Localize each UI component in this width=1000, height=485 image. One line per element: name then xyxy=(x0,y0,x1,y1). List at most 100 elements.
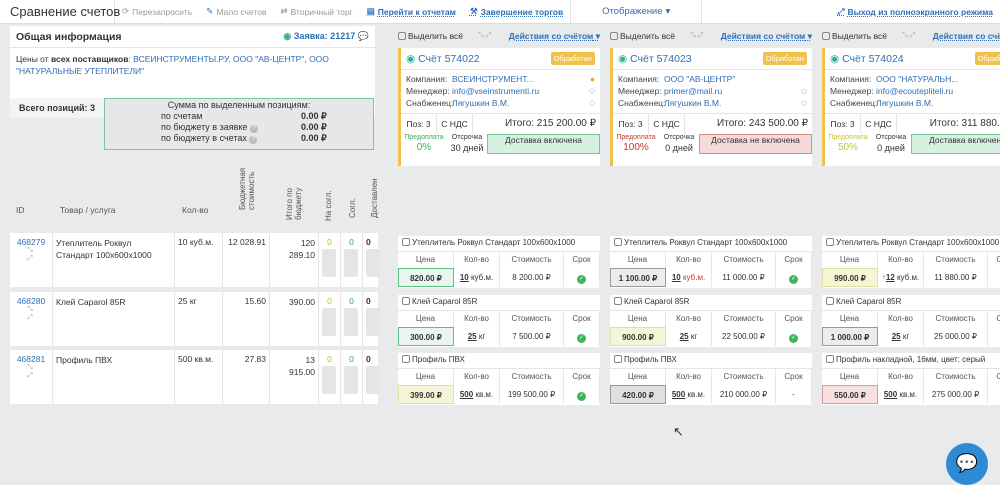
qty-value[interactable]: 25 xyxy=(891,332,901,341)
invoice-item: Утеплитель Роквул Стандарт 100х600х1000 … xyxy=(610,236,812,288)
help-icon: ? xyxy=(249,136,258,144)
chat-button[interactable]: 💬 xyxy=(946,443,988,485)
price-input[interactable]: 1 100.00 ₽ xyxy=(610,268,666,287)
expand-icon[interactable]: ⤡⤢ xyxy=(27,306,35,321)
price-input[interactable]: 550.00 ₽ xyxy=(822,385,878,404)
approved-count: 0 xyxy=(349,237,354,247)
finish-bidding-button[interactable]: ⚒ Завершение торгов xyxy=(469,6,564,17)
buyer-link[interactable]: Лягушкин В.М. xyxy=(876,98,934,108)
company-link[interactable]: ВСЕИНСТРУМЕНТ... xyxy=(452,74,534,84)
invoice-item: Профиль ПВХ Цена Кол-во Стоимость Срок 399.… xyxy=(398,353,600,405)
qty-value[interactable]: 500 xyxy=(459,390,474,399)
col-delivered: Доставлен xyxy=(370,178,379,218)
paperclip-icon: ✎ xyxy=(206,6,214,16)
status-badge: Обработан xyxy=(550,52,595,65)
exit-fullscreen-button[interactable]: ⤢ Выход из полноэкранного режима xyxy=(837,6,993,17)
reports-button[interactable]: ▤ Перейти к отчетам xyxy=(366,6,456,17)
request-link[interactable]: ◉ Заявка: 21217 💬 xyxy=(283,31,369,41)
item-checkbox[interactable]: Профиль ПВХ xyxy=(398,353,600,369)
select-all-checkbox[interactable]: Выделить всё xyxy=(398,31,463,41)
comment-icon[interactable]: ◌ xyxy=(801,98,807,109)
display-dropdown[interactable]: Отображение ▾ xyxy=(602,6,671,17)
qty-value[interactable]: 25 xyxy=(467,332,477,341)
logo-icon: ◉ xyxy=(830,52,840,65)
item-checkbox[interactable]: Клей Caparol 85R xyxy=(398,295,600,311)
invoice-column: Выделить всё ⤡⤢ Действия со счётом ▾ ◉ Счё… xyxy=(822,26,1000,166)
secondary-bid-button[interactable]: ⇄ Вторичный торг xyxy=(280,6,353,17)
status-badge: Обработан xyxy=(762,52,807,65)
qty-value[interactable]: 500 xyxy=(671,390,686,399)
expand-icon[interactable]: ⤡⤢ xyxy=(690,32,706,39)
comment-icon[interactable]: ◌ xyxy=(801,86,807,97)
positions-count: Поз: 3 xyxy=(613,113,649,134)
invoice-item: Профиль ПВХ Цена Кол-во Стоимость Срок 420.… xyxy=(610,353,812,405)
price-input[interactable]: 990.00 ₽ xyxy=(822,268,878,287)
expand-icon[interactable]: ⤡⤢ xyxy=(902,32,918,39)
invoice-title[interactable]: ◉ Счёт 574024 xyxy=(830,52,904,65)
col-qty: Кол-во xyxy=(182,205,209,215)
comment-icon[interactable]: ◌ xyxy=(589,86,595,97)
rerequest-button[interactable]: ⟳ Перезапросить xyxy=(122,6,193,17)
select-all-checkbox[interactable]: Выделить всё xyxy=(610,31,675,41)
price-input[interactable]: 300.00 ₽ xyxy=(398,327,454,346)
invoice-column: Выделить всё ⤡⤢ Действия со счётом ▾ ◉ Счё… xyxy=(610,26,812,166)
invoice-actions-dropdown[interactable]: Действия со счётом ▾ xyxy=(932,30,1000,41)
pending-count: 0 xyxy=(327,237,332,247)
row-id-link[interactable]: 468281 xyxy=(16,354,46,364)
item-checkbox[interactable]: Утеплитель Роквул Стандарт 100х600х1000 xyxy=(822,236,1000,252)
invoice-actions-dropdown[interactable]: Действия со счётом ▾ xyxy=(720,30,812,41)
price-input[interactable]: 1 000.00 ₽ xyxy=(822,327,878,346)
selected-sum-box: Сумма по выделенным позициям: по счетам 0… xyxy=(104,98,374,150)
few-invoices-button[interactable]: ✎ Мало счетов xyxy=(206,6,267,17)
price-input[interactable]: 399.00 ₽ xyxy=(398,385,454,404)
expand-icon[interactable]: ⤡⤢ xyxy=(478,32,494,39)
delivered-count: 0 xyxy=(366,354,371,364)
price-input[interactable]: 420.00 ₽ xyxy=(610,385,666,404)
manager-link[interactable]: info@ecouteplitelі.ru xyxy=(876,86,954,96)
toolbar: Сравнение счетов ⟳ Перезапросить ✎ Мало сч… xyxy=(0,0,1000,24)
item-checkbox[interactable]: Клей Caparol 85R xyxy=(610,295,812,311)
buyer-link[interactable]: Лягушкин В.М. xyxy=(452,98,510,108)
invoice-item: Клей Caparol 85R ЦенаКол-воСтоимостьСрок… xyxy=(822,295,1000,347)
invoice-item: Утеплитель Роквул Стандарт 100х600х1000 … xyxy=(398,236,600,288)
invoice-card: ◉ Счёт 574022 Обработан Компания: ВСЕИНСТР… xyxy=(398,48,600,166)
buyer-link[interactable]: Лягушкин В.М. xyxy=(664,98,722,108)
invoice-title[interactable]: ◉ Счёт 574023 xyxy=(618,52,692,65)
col-budget-total: Итого по бюджету xyxy=(285,187,303,220)
page-title: Сравнение счетов xyxy=(0,0,120,24)
qty-value[interactable]: 10 xyxy=(459,273,469,282)
qty-value[interactable]: 10 xyxy=(671,273,681,282)
price-input[interactable]: 900.00 ₽ xyxy=(610,327,666,346)
row-id-link[interactable]: 468280 xyxy=(16,296,46,306)
price-input[interactable]: 820.00 ₽ xyxy=(398,268,454,287)
expand-icon[interactable]: ⤡⤢ xyxy=(27,247,35,262)
invoice-card: ◉ Счёт 574023 Обработан Компания: ООО "АВ-… xyxy=(610,48,812,166)
vat-label: С НДС xyxy=(437,113,473,134)
item-checkbox[interactable]: Клей Caparol 85R xyxy=(822,295,1000,311)
invoice-title[interactable]: ◉ Счёт 574022 xyxy=(406,52,480,65)
qty-value[interactable]: 12 xyxy=(885,273,895,282)
chart-icon: ▤ xyxy=(366,6,375,16)
item-checkbox[interactable]: Профиль ПВХ xyxy=(610,353,812,369)
manager-link[interactable]: primer@mail.ru xyxy=(664,86,723,96)
company-link[interactable]: ООО "АВ-ЦЕНТР" xyxy=(664,74,736,84)
logo-icon: ◉ xyxy=(283,31,292,41)
qty-value[interactable]: 500 xyxy=(883,390,898,399)
item-name: Утеплитель Роквул Стандарт 100х600х1000 xyxy=(53,233,175,287)
comment-icon[interactable]: ◌ xyxy=(589,98,595,109)
item-checkbox[interactable]: Утеплитель Роквул Стандарт 100х600х1000 xyxy=(398,236,600,252)
company-link[interactable]: ООО "НАТУРАЛЬН... xyxy=(876,74,959,84)
invoice-actions-dropdown[interactable]: Действия со счётом ▾ xyxy=(508,30,600,41)
check-icon: ✓ xyxy=(789,334,798,343)
item-checkbox[interactable]: Утеплитель Роквул Стандарт 100х600х1000 xyxy=(610,236,812,252)
prepay-value: 100% xyxy=(623,142,649,153)
delivery-status: Доставка включена xyxy=(911,134,1000,154)
expand-icon[interactable]: ⤡⤢ xyxy=(27,364,35,379)
manager-link[interactable]: info@vseinstrumenti.ru xyxy=(452,86,540,96)
qty-value[interactable]: 25 xyxy=(679,332,689,341)
row-id-link[interactable]: 468279 xyxy=(16,237,46,247)
cost-value: 11 000.00 ₽ xyxy=(712,268,776,287)
select-all-checkbox[interactable]: Выделить всё xyxy=(822,31,887,41)
chat-icon: 💬 xyxy=(955,453,979,473)
item-checkbox[interactable]: Профиль накладной, 16мм, цвет: серый xyxy=(822,353,1000,369)
